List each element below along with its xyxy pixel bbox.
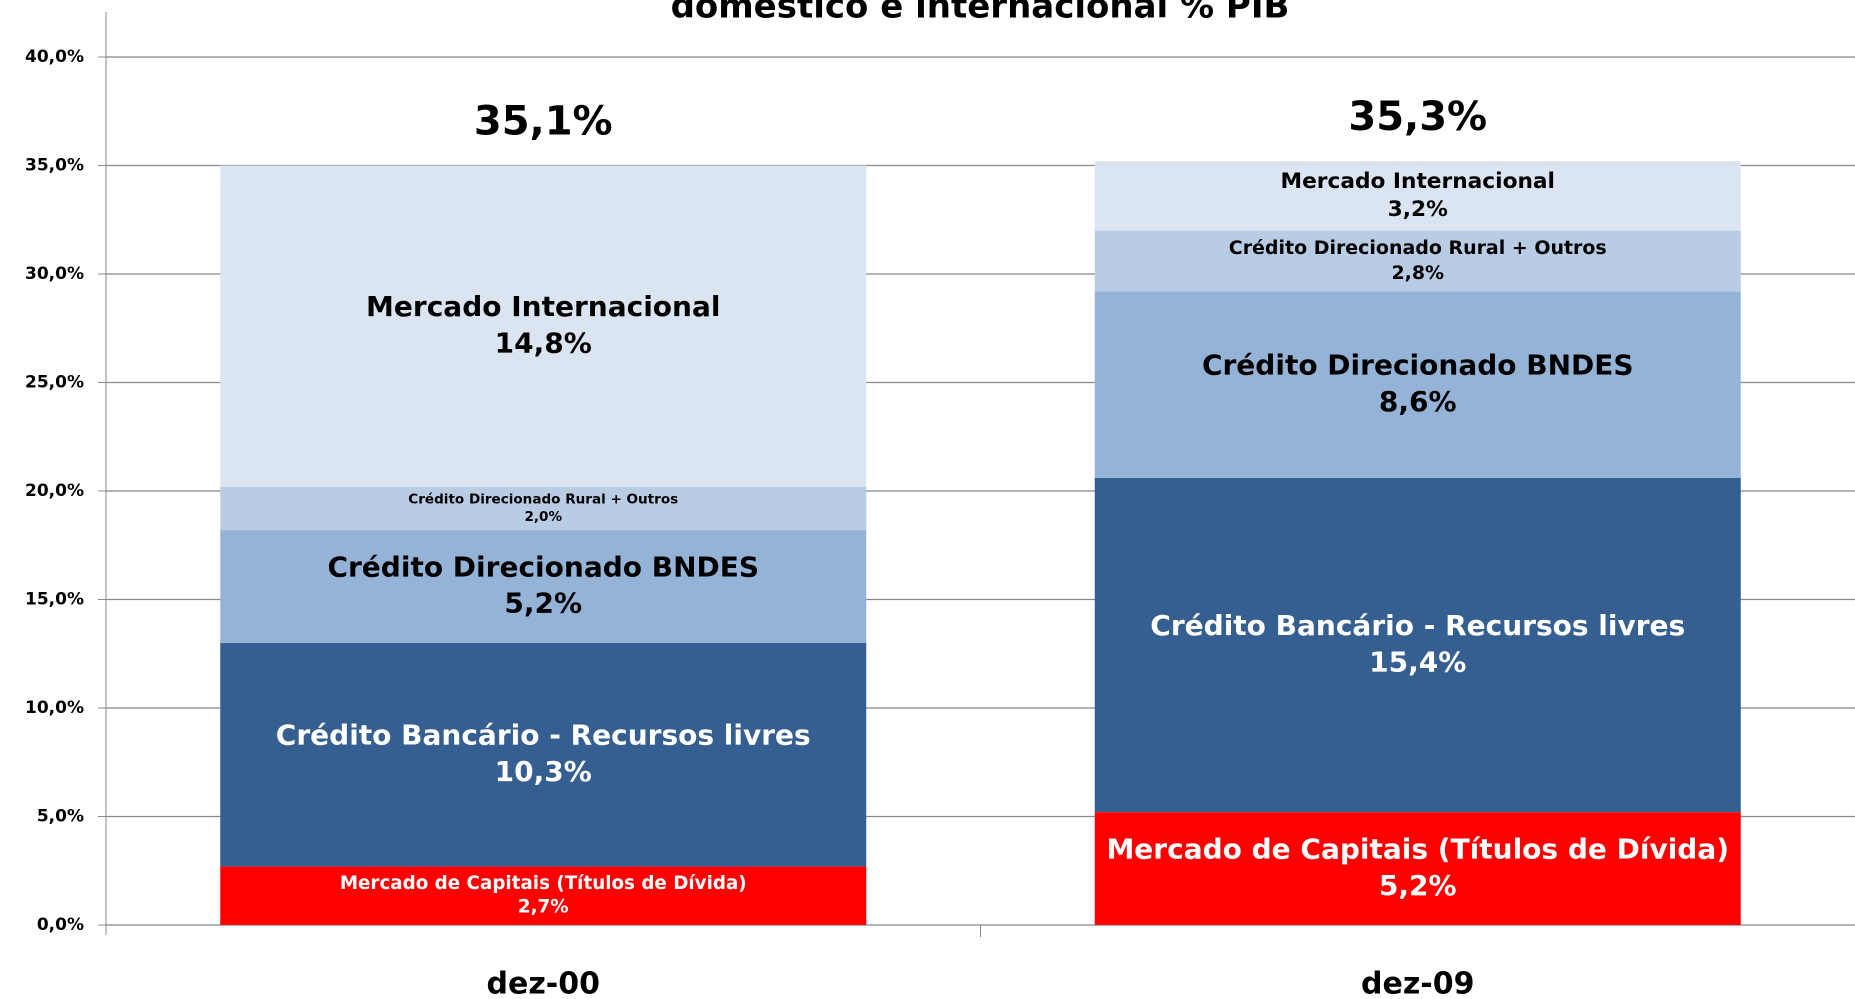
x-tick-label: dez-00 [487,967,600,999]
data-label: 2,8% [1391,262,1444,284]
segment-name: Crédito Direcionado Rural + Outros [408,492,678,508]
data-label: 5,2% [1379,869,1457,902]
bar-segment [220,530,867,643]
bar-segment [1094,291,1741,478]
data-label: 15,4% [1369,645,1466,678]
total-label: 35,1% [474,99,613,145]
y-tick-label: 25,0% [25,373,84,393]
segment-name: Mercado de Capitais (Títulos de Dívida) [1106,832,1729,865]
bar-segment [1094,161,1741,231]
y-tick-label: 0,0% [37,915,84,935]
total-label: 35,3% [1348,94,1487,140]
data-label: 10,3% [495,755,592,788]
chart-title: doméstico e internacional % PIB [671,0,1290,27]
data-label: 2,0% [524,509,562,525]
y-tick-label: 40,0% [25,47,84,67]
data-label: 8,6% [1379,385,1457,418]
y-tick-label: 15,0% [25,590,84,610]
bar-segment [220,165,867,487]
segment-name: Crédito Direcionado Rural + Outros [1229,237,1607,259]
data-label: 5,2% [504,587,582,620]
segment-name: Crédito Direcionado BNDES [327,550,759,583]
y-tick-label: 30,0% [25,264,84,284]
y-tick-label: 10,0% [25,698,84,718]
bar-segment [220,642,867,867]
x-tick-label: dez-09 [1361,967,1474,999]
bar-segment [220,866,867,925]
segment-name: Mercado Internacional [366,290,720,323]
data-label: 14,8% [495,326,592,359]
bar-segment [1094,812,1741,925]
segment-name: Crédito Bancário - Recursos livres [276,718,811,751]
y-tick-label: 5,0% [37,807,84,827]
bar-segment [220,486,867,531]
data-label: 2,7% [518,897,569,918]
segment-name: Crédito Direcionado BNDES [1202,348,1634,381]
y-tick-label: 35,0% [25,156,84,176]
segment-name: Mercado de Capitais (Títulos de Dívida) [340,873,747,894]
segment-name: Crédito Bancário - Recursos livres [1150,609,1685,642]
bar-segment [1094,477,1741,813]
y-tick-label: 20,0% [25,481,84,501]
data-label: 3,2% [1388,197,1448,222]
bar-segment [1094,230,1741,292]
segment-name: Mercado Internacional [1280,169,1555,194]
